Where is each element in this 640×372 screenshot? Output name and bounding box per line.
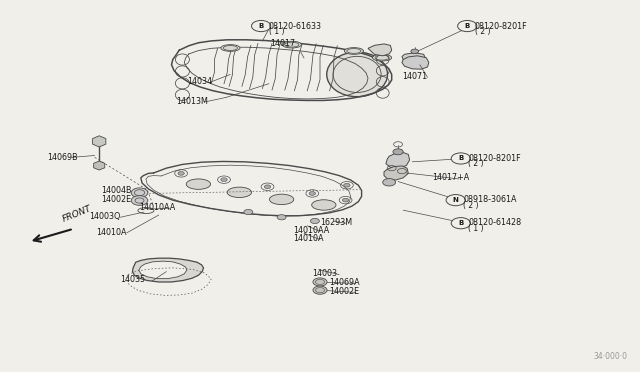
Text: 14017+A: 14017+A: [432, 173, 469, 182]
Circle shape: [309, 192, 316, 195]
Ellipse shape: [282, 41, 301, 48]
Ellipse shape: [269, 194, 294, 205]
Circle shape: [313, 278, 327, 286]
Polygon shape: [132, 258, 204, 282]
Circle shape: [411, 49, 419, 54]
Circle shape: [264, 185, 271, 189]
Text: 14069B: 14069B: [47, 153, 77, 162]
Ellipse shape: [186, 179, 211, 189]
Text: 14010AA: 14010AA: [293, 226, 330, 235]
Polygon shape: [384, 166, 408, 180]
Circle shape: [383, 179, 396, 186]
Polygon shape: [386, 153, 410, 168]
Circle shape: [252, 20, 271, 32]
Text: 14010A: 14010A: [96, 228, 127, 237]
Circle shape: [393, 149, 403, 155]
Text: 14069A: 14069A: [329, 278, 360, 287]
Ellipse shape: [327, 52, 388, 97]
Text: 14010AA: 14010AA: [140, 203, 176, 212]
Text: B: B: [458, 155, 463, 161]
Text: 16293M: 16293M: [320, 218, 352, 227]
Text: ( 2 ): ( 2 ): [468, 159, 484, 168]
Circle shape: [277, 215, 286, 220]
Polygon shape: [93, 136, 106, 147]
Text: N: N: [452, 197, 459, 203]
Circle shape: [446, 195, 465, 206]
Text: ( 1 ): ( 1 ): [468, 224, 484, 233]
Text: 14004B: 14004B: [101, 186, 132, 195]
Text: 14003Q: 14003Q: [90, 212, 121, 221]
Ellipse shape: [312, 200, 336, 210]
Text: FRONT: FRONT: [61, 204, 93, 224]
Circle shape: [178, 171, 184, 175]
Ellipse shape: [372, 54, 392, 61]
Text: 14013M: 14013M: [176, 97, 208, 106]
Ellipse shape: [221, 45, 240, 51]
Text: 08120-61428: 08120-61428: [468, 218, 522, 227]
Circle shape: [221, 178, 227, 182]
Circle shape: [131, 196, 148, 205]
Circle shape: [342, 198, 349, 202]
Text: 08918-3061A: 08918-3061A: [463, 195, 517, 204]
Circle shape: [451, 153, 470, 164]
Text: B: B: [458, 220, 463, 226]
Text: 14003: 14003: [312, 269, 337, 278]
Text: 14034: 14034: [187, 77, 212, 86]
Text: 14035: 14035: [120, 275, 145, 284]
Polygon shape: [93, 161, 105, 170]
Polygon shape: [402, 56, 429, 69]
Circle shape: [244, 209, 253, 215]
Circle shape: [451, 218, 470, 229]
Text: 08120-61633: 08120-61633: [269, 22, 322, 31]
Polygon shape: [402, 53, 426, 64]
Text: 34·000·0: 34·000·0: [593, 352, 627, 361]
Circle shape: [310, 218, 319, 224]
Text: 14002E: 14002E: [329, 287, 359, 296]
Text: B: B: [259, 23, 264, 29]
Text: 14017: 14017: [270, 39, 295, 48]
Ellipse shape: [344, 48, 364, 54]
Text: ( 2 ): ( 2 ): [475, 27, 490, 36]
Text: 08120-8201F: 08120-8201F: [475, 22, 527, 31]
Text: ( 1 ): ( 1 ): [269, 27, 284, 36]
Text: 14071: 14071: [402, 72, 427, 81]
Text: B: B: [465, 23, 470, 29]
Polygon shape: [139, 261, 187, 279]
Ellipse shape: [227, 187, 252, 198]
Circle shape: [458, 20, 477, 32]
Circle shape: [131, 188, 148, 198]
Text: 08120-8201F: 08120-8201F: [468, 154, 521, 163]
Text: 14010A: 14010A: [293, 234, 324, 243]
Circle shape: [313, 286, 327, 294]
Text: ( 2 ): ( 2 ): [463, 201, 479, 210]
Text: 14002E: 14002E: [101, 195, 131, 203]
Circle shape: [344, 183, 350, 187]
Polygon shape: [368, 44, 392, 56]
